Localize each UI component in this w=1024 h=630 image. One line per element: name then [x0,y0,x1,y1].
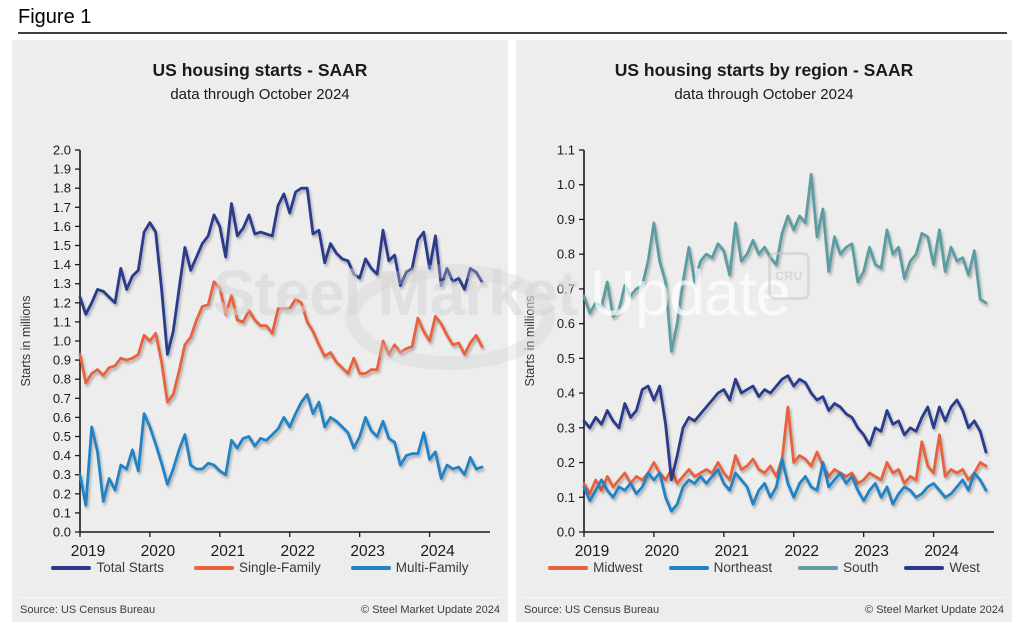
y-tick-label: 0.5 [557,351,575,366]
legend-label: Single-Family [239,560,321,575]
y-tick-label: 0.1 [53,505,71,520]
y-tick-label: 1.1 [53,314,71,329]
legend-item-total-starts: Total Starts [51,560,164,575]
series-line-midwest [582,405,988,496]
y-tick-label: 1.6 [53,219,71,234]
panel-footer: Source: US Census Bureau © Steel Market … [20,597,500,616]
series-line-south [582,172,988,353]
chart-panel-national: US housing starts - SAAR data through Oc… [12,40,508,622]
y-tick-label: 1.2 [53,295,71,310]
y-tick-label: 0.5 [53,429,71,444]
copyright-note: © Steel Market Update 2024 [865,604,1004,616]
x-tick-label: 2021 [211,543,245,560]
y-tick-label: 1.9 [53,162,71,177]
chart-panels: US housing starts - SAAR data through Oc… [12,40,1012,622]
y-tick-label: 0.1 [557,490,575,505]
y-tick-label: 0.2 [53,486,71,501]
chart-title: US housing starts - SAAR [152,60,368,80]
legend-item-midwest: Midwest [548,560,643,575]
chart-title: US housing starts by region - SAAR [614,60,914,80]
copyright-note: © Steel Market Update 2024 [361,604,500,616]
legend-swatch [798,565,839,570]
legend-swatch [51,565,92,570]
y-tick-label: 1.8 [53,181,71,196]
line-chart-regional: 0.0 0.1 0.2 0.3 0.4 0.5 0.6 0.7 0.8 0.9 1.0 1.1 2019… [523,143,994,560]
axis-lines [583,150,994,533]
legend-swatch [194,565,234,570]
series-line-west [582,374,988,482]
legend-swatch [548,565,589,570]
legend-label: Total Starts [96,560,164,575]
series-line-multi-family [78,393,484,507]
x-tick-label: 2024 [420,543,455,560]
x-tick-label: 2020 [141,543,176,560]
y-tick-label: 0.3 [53,467,71,482]
y-tick-label: 1.4 [53,257,71,272]
y-tick-label: 0.2 [557,455,575,470]
y-tick-label: 0.3 [557,420,575,435]
y-tick-label: 0.9 [557,212,575,227]
legend-item-south: South [798,560,878,575]
y-tick-label: 1.0 [557,177,575,192]
y-tick-label: 0.7 [53,391,71,406]
y-axis-title: Starts in millions [523,296,537,387]
legend-swatch [904,565,945,570]
chart-subtitle: data through October 2024 [674,86,854,103]
chart-legend: Midwest Northeast South West [516,560,1012,575]
y-tick-label: 1.5 [53,238,71,253]
source-note: Source: US Census Bureau [524,604,660,616]
legend-label: Midwest [593,560,643,575]
chart-subtitle: data through October 2024 [170,86,350,103]
legend-label: West [949,560,980,575]
legend-item-multi-family: Multi-Family [350,560,469,575]
legend-item-west: West [904,560,980,575]
legend-item-northeast: Northeast [668,560,773,575]
series-line-single-family [78,280,484,404]
y-tick-label: 0.4 [53,448,71,463]
y-tick-label: 0.8 [557,247,575,262]
legend-swatch [668,565,709,570]
chart-legend: Total Starts Single-Family Multi-Family [12,560,508,575]
y-tick-label: 2.0 [53,143,71,158]
y-tick-label: 0.7 [557,281,575,296]
y-tick-label: 0.0 [557,525,575,540]
x-tick-label: 2019 [575,543,609,560]
x-tick-label: 2021 [715,543,749,560]
figure-label: Figure 1 [18,6,92,28]
y-tick-label: 0.0 [53,525,71,540]
line-chart-national: 0.0 0.1 0.2 0.3 0.4 0.5 0.6 0.7 0.8 0.9 1.0 1.1 1.2 1… [19,143,490,560]
x-tick-label: 2019 [71,543,105,560]
x-tick-label: 2022 [784,543,818,560]
axis-lines [79,150,490,533]
series-line-total-starts [78,186,484,356]
figure-rule [18,32,1007,34]
y-tick-label: 0.6 [53,410,71,425]
x-tick-label: 2023 [854,543,888,560]
y-tick-label: 0.6 [557,316,575,331]
y-tick-label: 1.3 [53,276,71,291]
legend-label: Northeast [713,560,773,575]
y-tick-label: 1.7 [53,200,71,215]
x-tick-label: 2023 [350,543,384,560]
series-line-northeast [582,457,988,513]
y-tick-label: 0.8 [53,372,71,387]
y-axis-title: Starts in millions [19,296,33,387]
y-tick-label: 0.9 [53,353,71,368]
legend-label: South [843,560,879,575]
x-tick-label: 2024 [924,543,959,560]
chart-panel-regional: US housing starts by region - SAAR data … [516,40,1012,622]
x-tick-label: 2022 [280,543,314,560]
source-note: Source: US Census Bureau [20,604,156,616]
y-tick-label: 1.0 [53,334,71,349]
legend-swatch [350,565,391,570]
y-tick-label: 0.4 [557,386,575,401]
panel-footer: Source: US Census Bureau © Steel Market … [524,597,1004,616]
legend-label: Multi-Family [395,560,469,575]
x-tick-label: 2020 [645,543,680,560]
y-tick-label: 1.1 [557,143,575,158]
legend-item-single-family: Single-Family [194,560,321,575]
